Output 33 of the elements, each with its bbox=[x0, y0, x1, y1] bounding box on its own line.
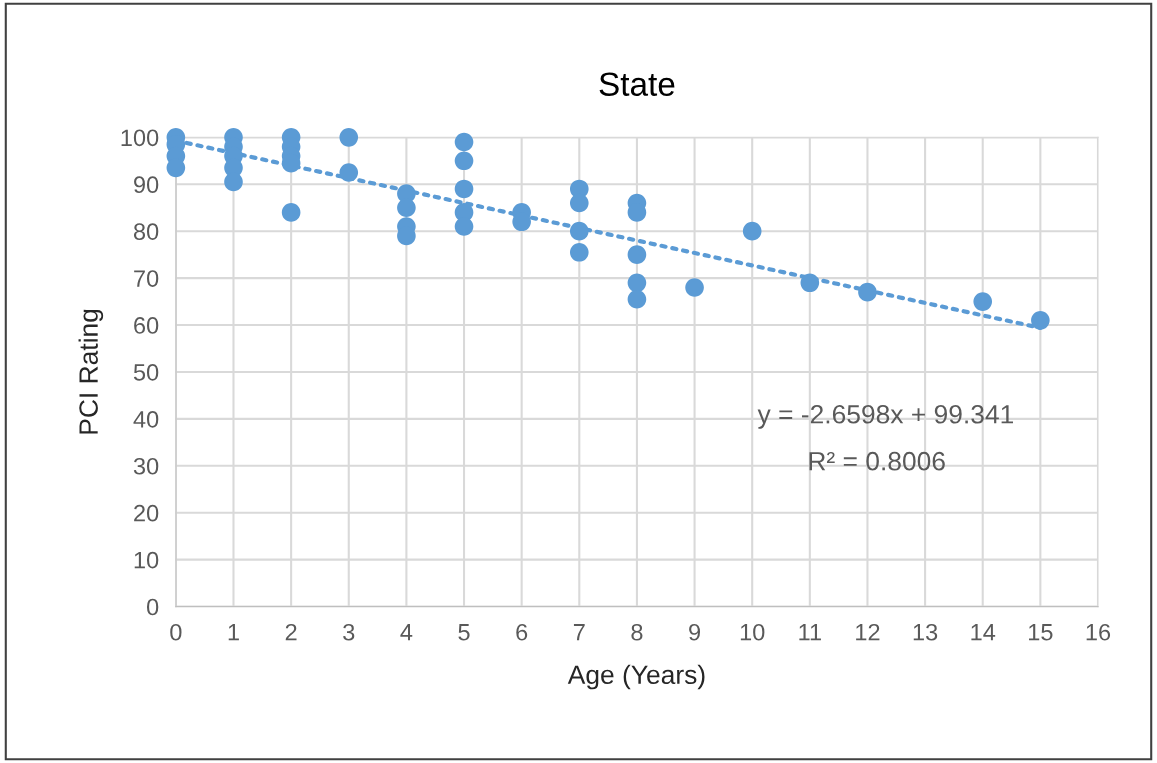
chart-title: State bbox=[599, 72, 675, 96]
y-tick-label: 60 bbox=[134, 317, 159, 334]
x-tick-label: 10 bbox=[740, 623, 765, 641]
y-tick-label: 0 bbox=[146, 598, 159, 616]
x-tick-label: 8 bbox=[631, 623, 643, 641]
x-tick-label: 7 bbox=[573, 624, 585, 641]
x-tick-label: 1 bbox=[228, 624, 239, 641]
y-tick-label: 20 bbox=[134, 504, 159, 522]
x-tick-label: 0 bbox=[170, 623, 182, 641]
x-tick-label: 2 bbox=[285, 623, 297, 641]
y-tick-label: 90 bbox=[134, 176, 159, 194]
annotation: y = -2.6598x + 99.341 bbox=[757, 404, 1013, 429]
x-tick-label: 14 bbox=[971, 624, 996, 641]
x-tick-label: 11 bbox=[799, 624, 821, 641]
y-axis-title: PCI Rating bbox=[78, 309, 104, 434]
y-tick-label: 30 bbox=[133, 457, 159, 475]
y-tick-label: 40 bbox=[133, 410, 159, 428]
y-tick-label: 10 bbox=[134, 551, 159, 569]
annotation: R² = 0.8006 bbox=[809, 451, 945, 471]
x-axis-title: Age (Years) bbox=[567, 664, 705, 690]
y-tick-label: 50 bbox=[133, 364, 159, 381]
y-tick-label: 80 bbox=[133, 223, 159, 240]
y-tick-label: 100 bbox=[121, 129, 159, 147]
x-tick-label: 4 bbox=[400, 624, 413, 641]
x-tick-label: 12 bbox=[856, 623, 880, 641]
x-tick-label: 9 bbox=[689, 623, 701, 641]
x-tick-label: 5 bbox=[458, 624, 470, 641]
x-tick-label: 13 bbox=[913, 623, 938, 641]
x-tick-label: 3 bbox=[343, 623, 355, 641]
y-tick-label: 70 bbox=[134, 270, 159, 287]
x-tick-label: 15 bbox=[1029, 624, 1053, 641]
x-tick-label: 16 bbox=[1086, 623, 1111, 641]
x-tick-label: 6 bbox=[516, 623, 528, 641]
